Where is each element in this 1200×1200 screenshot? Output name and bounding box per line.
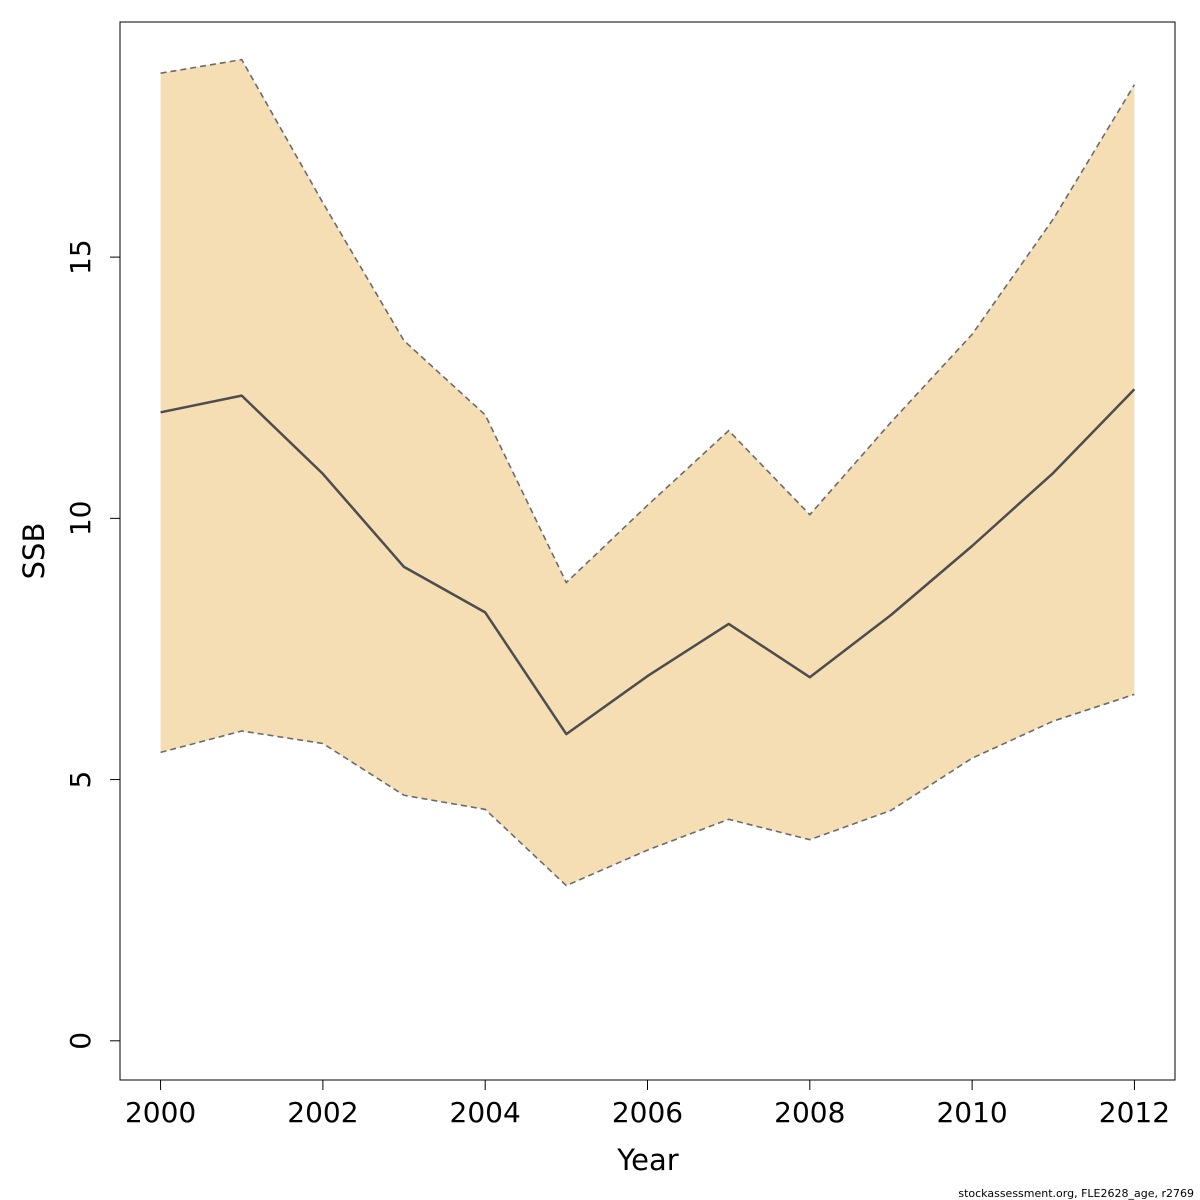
x-tick-label-2012: 2012 <box>1099 1096 1170 1129</box>
y-tick-label-10: 10 <box>64 501 97 537</box>
x-tick-label-2010: 2010 <box>936 1096 1007 1129</box>
y-tick-label-5: 5 <box>64 771 97 789</box>
x-tick-label-2000: 2000 <box>125 1096 196 1129</box>
footnote: stockassessment.org, FLE2628_age, r2769 <box>958 1187 1194 1200</box>
x-tick-label-2004: 2004 <box>450 1096 521 1129</box>
axes: 2000 2002 2004 2006 2008 2010 2012 0 5 10 15 <box>64 239 1170 1129</box>
x-axis-title: Year <box>616 1143 678 1177</box>
x-tick-label-2008: 2008 <box>774 1096 845 1129</box>
lower-bound-line <box>160 693 1135 887</box>
x-tick-label-2006: 2006 <box>612 1096 683 1129</box>
ssb-estimate-line <box>160 388 1136 736</box>
confidence-band <box>160 59 1135 886</box>
y-axis-title: SSB <box>17 523 51 580</box>
upper-bound-line <box>160 58 1136 584</box>
plot-area <box>160 58 1136 887</box>
y-tick-label-15: 15 <box>64 239 97 275</box>
y-tick-label-0: 0 <box>64 1032 97 1050</box>
x-tick-label-2002: 2002 <box>287 1096 358 1129</box>
